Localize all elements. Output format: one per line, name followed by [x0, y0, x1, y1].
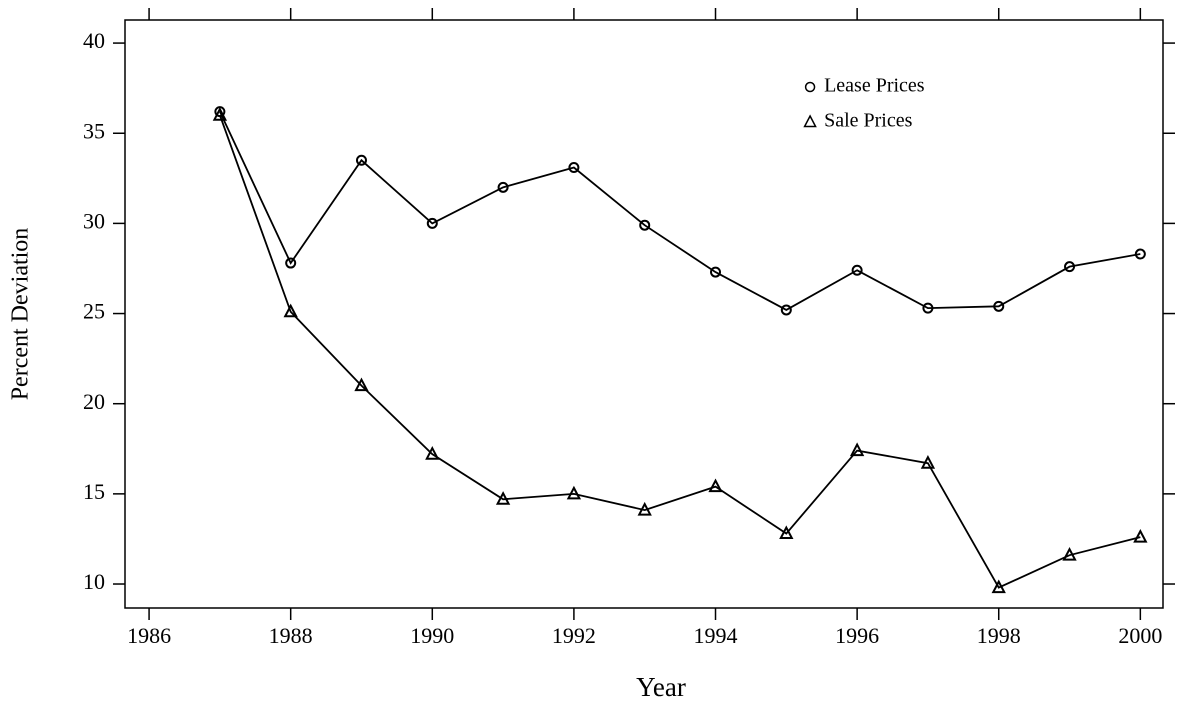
legend-marker [803, 114, 817, 128]
marker [283, 303, 298, 318]
marker [849, 442, 865, 457]
x-tick-label: 1994 [694, 623, 738, 648]
x-tick-label: 1988 [269, 623, 313, 648]
x-tick-label: 1992 [552, 623, 596, 648]
marker [920, 455, 936, 469]
marker [285, 257, 297, 269]
y-tick-label: 20 [83, 389, 105, 414]
y-tick-label: 40 [83, 28, 105, 53]
marker [779, 525, 794, 540]
marker [495, 491, 511, 505]
marker [497, 181, 509, 193]
marker [780, 304, 792, 316]
y-tick-label: 10 [83, 569, 105, 594]
marker [1133, 528, 1148, 543]
marker [710, 266, 722, 278]
marker [708, 478, 723, 493]
y-tick-label: 35 [83, 118, 105, 143]
legend-label: Sale Prices [824, 110, 913, 132]
series-line [219, 111, 1141, 311]
x-axis-title: Year [636, 672, 686, 702]
legend-label: Lease Prices [824, 75, 925, 97]
y-axis-title: Percent Deviation [8, 228, 34, 401]
marker [991, 579, 1006, 594]
marker [425, 446, 440, 460]
marker [1134, 248, 1146, 260]
marker [568, 161, 580, 173]
y-tick-label: 25 [83, 299, 105, 324]
marker [1064, 261, 1076, 273]
marker [355, 154, 367, 166]
marker [354, 377, 369, 392]
x-tick-label: 1996 [835, 623, 879, 648]
x-tick-label: 1986 [127, 623, 171, 648]
marker [212, 107, 228, 121]
marker [993, 300, 1005, 312]
marker [566, 485, 582, 500]
series-line [219, 114, 1141, 589]
plot-frame [124, 19, 1164, 609]
marker [426, 217, 438, 229]
marker [851, 264, 863, 276]
y-tick-label: 15 [83, 479, 105, 504]
marker [637, 501, 652, 516]
x-tick-label: 1998 [977, 623, 1021, 648]
legend-marker [804, 81, 816, 93]
y-tick-label: 30 [83, 208, 105, 233]
x-tick-label: 1990 [410, 623, 454, 648]
marker [639, 219, 651, 231]
x-tick-label: 2000 [1118, 623, 1162, 648]
marker [1062, 547, 1077, 561]
marker [922, 302, 934, 314]
